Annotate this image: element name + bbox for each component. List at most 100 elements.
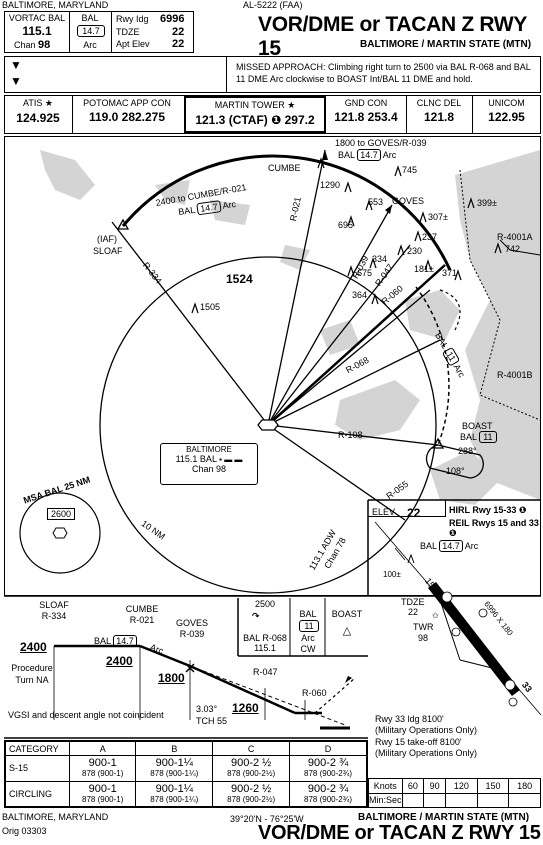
goves-route-label: 1800 to GOVES/R-039 <box>335 138 427 148</box>
iaf-label: (IAF) <box>97 234 117 244</box>
freq-atis: ATIS ★ 124.925 <box>16 98 60 125</box>
restricted-r4001a: R-4001A <box>497 232 533 242</box>
glide-angle: 3.03° <box>196 704 218 714</box>
airport-arc-label: BAL 14.7 Arc <box>420 540 479 552</box>
obstacle-675: 675 <box>357 268 373 278</box>
restricted-r4001b: R-4001B <box>497 370 533 380</box>
category-label: CATEGORY <box>5 741 70 756</box>
profile-cumbe: CUMBE <box>125 604 159 614</box>
radial-r108-label: R-108 <box>338 430 363 440</box>
min-cell: 900-1¼ 878 (900-1¼) <box>135 755 214 782</box>
speed-cell: 120 <box>445 778 478 794</box>
footer-orig: Orig 03303 <box>2 826 47 836</box>
cat-c: C <box>212 741 291 756</box>
rwy-ldg-value: 6996 <box>160 13 185 25</box>
bal-label: BAL <box>81 13 99 23</box>
navaid-box: BALTIMORE 115.1 BAL ▪ ▬ ▬ Chan 98 <box>160 443 258 485</box>
min-cell: 900-2 ½ 878 (900-2½) <box>212 755 291 782</box>
notes-box <box>4 56 541 93</box>
missed-boast: BOAST <box>331 609 363 619</box>
fix-boast-label: BOAST <box>462 421 493 431</box>
ring-altitude-label: 1524 <box>226 272 253 286</box>
airport-tdze-value: 22 <box>408 607 419 617</box>
missed-cw: CW <box>300 644 316 654</box>
obstacle-334: 334 <box>372 254 388 264</box>
freq-app-con: POTOMAC APP CON 119.0 282.275 <box>83 98 171 124</box>
min-cell: 900-1 878 (900-1) <box>68 780 137 807</box>
vortac-bal-symbol <box>257 419 279 431</box>
knots-label: Knots <box>368 778 403 794</box>
missed-dme: 11 <box>299 620 319 632</box>
missed-radial: BAL R-068 <box>243 633 287 643</box>
apt-elev-value: 22 <box>172 38 185 50</box>
vgsi-note: VGSI and descent angle not coincident <box>8 710 164 720</box>
obstacle-symbols <box>191 157 502 314</box>
holding-pattern <box>425 444 484 479</box>
footer-coords: 39°20'N - 76°25'W <box>230 814 304 824</box>
obstacle-553: 553 <box>368 197 384 207</box>
speed-cell: 60 <box>401 778 425 794</box>
vortac-label: VORTAC BAL <box>8 13 66 23</box>
obstacle-237: 237 <box>422 232 438 242</box>
header-chart-id: AL-5222 (FAA) <box>243 0 303 10</box>
profile-alt-2400-b: 2400 <box>106 654 133 668</box>
freq-tower: MARTIN TOWER ★ 121.3 (CTAF) ❶ 297.2 <box>184 96 326 133</box>
min-cell: 900-1 878 (900-1) <box>68 755 137 782</box>
airport-note-1: Rwy 33 ldg 8100' <box>375 714 444 724</box>
header-location: BALTIMORE, MARYLAND <box>2 0 109 10</box>
obstacle-230: 230 <box>407 246 423 256</box>
obstacle-307: 307± <box>428 212 448 222</box>
airport-tdze-label: TDZE <box>401 597 425 607</box>
cat-d: D <box>289 741 367 756</box>
profile-arc-label: BAL 14.7 <box>94 635 137 647</box>
min-cell: 900-2 ½ 878 (900-2½) <box>212 780 291 807</box>
dme-arc-14-7 <box>121 154 452 271</box>
chan-label: Chan <box>14 40 36 50</box>
ring-10nm <box>99 256 437 594</box>
reil-note: REIL Rwys 15 and 33 ❶ <box>449 518 539 538</box>
min-cell: 900-2 ¾ 878 (900-2¾) <box>289 780 367 807</box>
alt-min-icon: ▼ <box>10 58 22 72</box>
tch-value: TCH 55 <box>196 716 228 726</box>
obstacle-371: 371 <box>442 268 458 278</box>
profile-r039: R-039 <box>179 629 205 639</box>
tower-icon: ✩ <box>432 611 439 620</box>
runway-15-33 <box>428 582 520 696</box>
msa-altitude: 2600 <box>47 508 75 520</box>
minsec-label: Min:Sec <box>368 792 403 808</box>
profile-r060: R-060 <box>302 688 327 698</box>
profile-path-graphic <box>53 644 356 730</box>
airport-diagram-graphic <box>374 521 542 716</box>
min-cell: 900-2 ¾ 878 (900-2¾) <box>289 755 367 782</box>
missed-altitude: 2500 <box>255 599 276 609</box>
chan-value: 98 <box>38 39 51 51</box>
obstacle-399: 399± <box>477 198 497 208</box>
minimums-table: CATEGORY A B C D S-15 900-1 878 (900-1) 9… <box>4 740 368 808</box>
missed-freq: 115.1 <box>254 643 276 653</box>
obstacle-695: 695 <box>338 220 354 230</box>
min-cell: 900-1¼ 878 (900-1¼) <box>135 780 214 807</box>
boast-dme-label: BAL 11 <box>460 431 497 443</box>
cat-b: B <box>135 741 214 756</box>
rwy-ldg-label: Rwy Idg <box>116 14 149 24</box>
tower-height: 98 <box>418 633 429 643</box>
page-title: VOR/DME or TACAN Z RWY 15 <box>258 13 527 60</box>
airport-name: BALTIMORE / MARTIN STATE (MTN) <box>360 39 532 50</box>
procedure-turn-note: Procedure Turn NA <box>11 663 53 685</box>
hirl-note: HIRL Rwy 15-33 ❶ <box>449 505 527 515</box>
boast-fix <box>431 437 445 449</box>
tower-label: TWR <box>413 622 434 632</box>
profile-r334: R-334 <box>41 611 67 621</box>
hold-inbound-label: 288° <box>458 446 477 456</box>
profile-r047: R-047 <box>253 667 278 677</box>
fix-cumbe-label: CUMBE <box>268 163 301 173</box>
footer-title: VOR/DME or TACAN Z RWY 15 <box>258 822 541 844</box>
fix-goves-label: GOVES <box>392 196 425 206</box>
profile-alt-2400-a: 2400 <box>20 640 47 654</box>
tdze-value: 22 <box>172 26 185 38</box>
elev-value: 22 <box>407 506 421 520</box>
hold-outbound-label: 108° <box>446 466 465 476</box>
bal-radial-box: 14.7 <box>77 25 105 37</box>
airport-note-4: (Military Operations Only) <box>375 748 478 758</box>
elev-label: ELEV <box>372 507 396 517</box>
